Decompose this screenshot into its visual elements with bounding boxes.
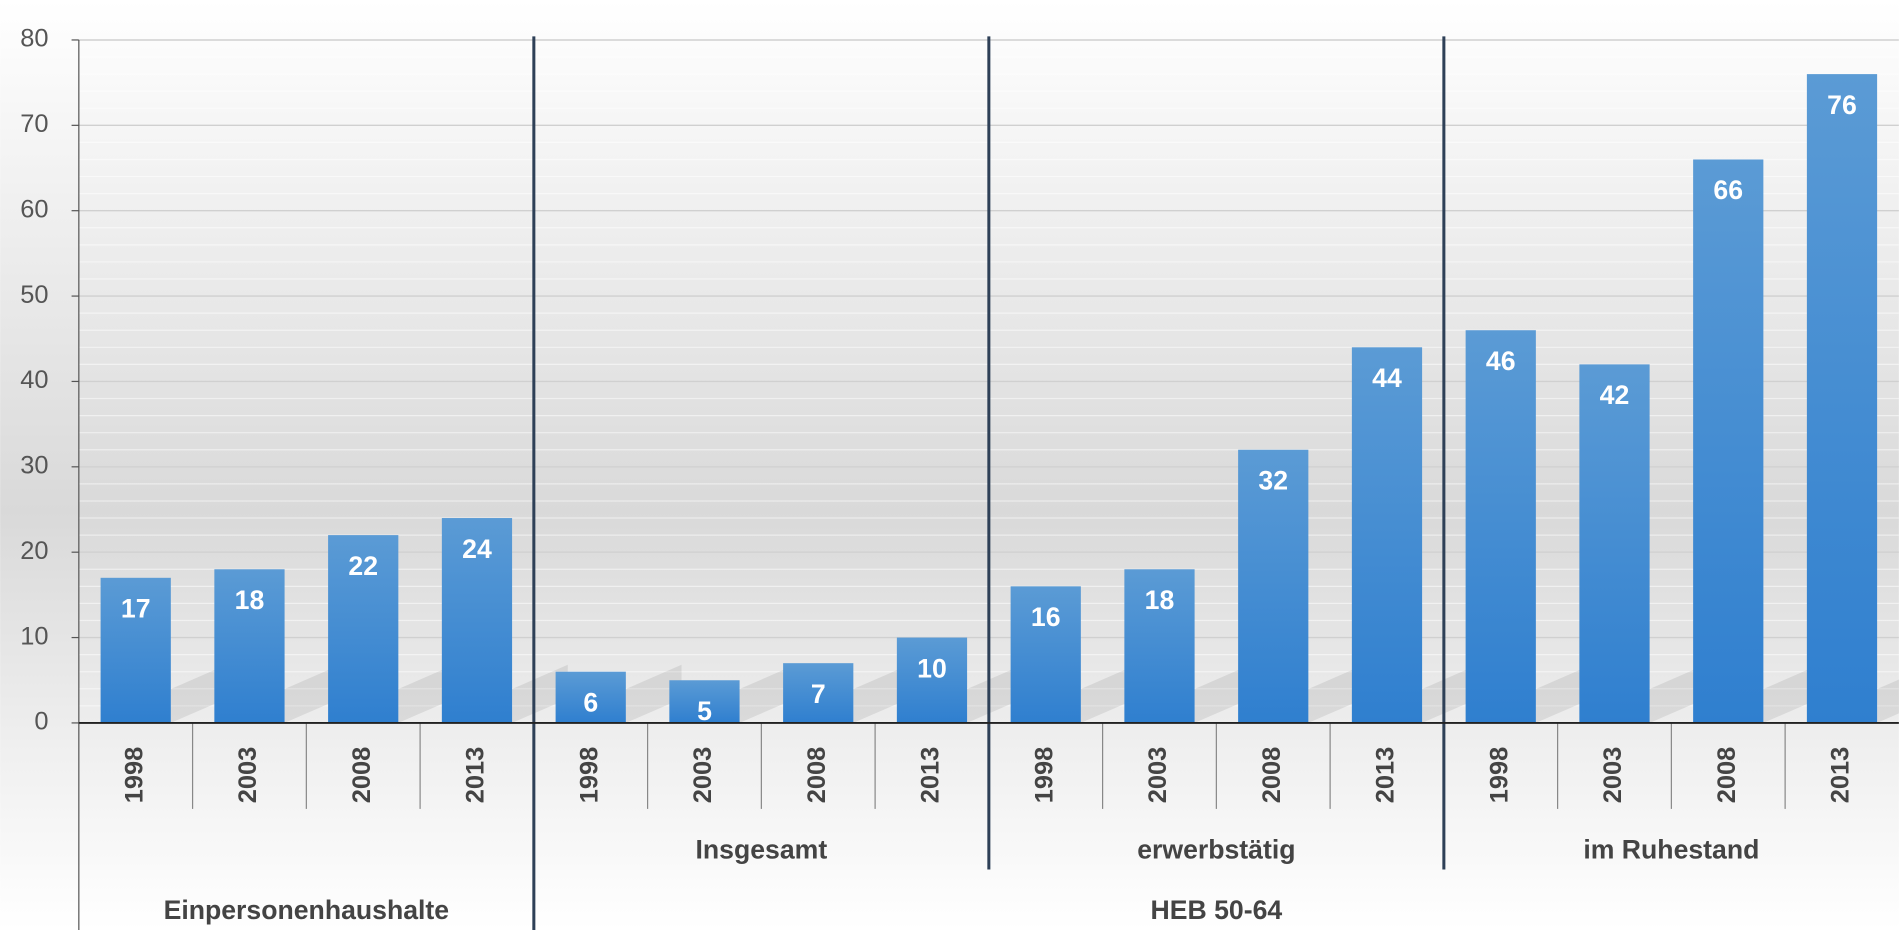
bar <box>100 577 171 723</box>
value-label: 18 <box>235 585 265 615</box>
value-label: 5 <box>697 696 712 726</box>
y-tick-label: 80 <box>20 25 48 53</box>
value-label: 44 <box>1372 363 1402 393</box>
x-tick-label: 2003 <box>1144 747 1172 804</box>
bar <box>214 569 285 723</box>
bar <box>1351 347 1423 723</box>
bar-shadow <box>1535 664 1592 723</box>
bar-shadow <box>1649 664 1706 723</box>
x-tick-label: 2008 <box>348 747 376 804</box>
bar <box>896 637 968 723</box>
value-label: 17 <box>121 594 151 624</box>
value-label: 42 <box>1600 380 1630 410</box>
value-label: 22 <box>348 551 378 581</box>
bar <box>1465 330 1536 723</box>
bar-shadow <box>1194 664 1251 723</box>
bar-shadow <box>1308 664 1365 723</box>
value-label: 16 <box>1031 602 1061 632</box>
y-tick-label: 60 <box>20 195 48 223</box>
value-label: 7 <box>811 679 826 709</box>
bar-shadow <box>967 664 1023 723</box>
value-label: 32 <box>1258 465 1288 495</box>
group-label: HEB 50-64 <box>1151 895 1283 925</box>
value-label: 76 <box>1827 90 1857 120</box>
subgroup-label: erwerbstätig <box>1137 834 1295 864</box>
x-tick-label: 2013 <box>917 747 945 804</box>
x-tick-label: 2013 <box>1827 747 1855 804</box>
x-tick-label: 2008 <box>1258 747 1286 804</box>
y-tick-label: 20 <box>20 537 48 565</box>
value-label: 18 <box>1145 585 1175 615</box>
bar-shadow <box>1877 679 1899 723</box>
bar <box>555 671 626 723</box>
x-tick-label: 2013 <box>1372 747 1400 804</box>
y-tick-label: 10 <box>20 622 48 650</box>
value-label: 6 <box>583 687 598 717</box>
x-tick-label: 1998 <box>120 747 148 804</box>
bar-shadow <box>739 664 796 723</box>
x-tick-label: 2003 <box>689 747 717 804</box>
x-tick-label: 2008 <box>803 747 831 804</box>
y-tick-label: 30 <box>20 452 48 480</box>
x-tick-label: 2008 <box>1713 747 1741 804</box>
bar <box>441 518 513 723</box>
bar-shadow <box>512 664 568 723</box>
value-label: 10 <box>917 653 947 683</box>
value-label: 46 <box>1486 346 1516 376</box>
group-label: Einpersonenhaushalte <box>164 895 450 925</box>
bar <box>669 680 740 723</box>
bar-shadow <box>853 664 910 723</box>
x-tick-label: 1998 <box>1485 747 1513 804</box>
bar-shadow <box>398 664 455 723</box>
value-label: 66 <box>1713 175 1743 205</box>
bar <box>1806 74 1878 723</box>
x-tick-label: 1998 <box>1030 747 1058 804</box>
bar-shadow <box>1422 664 1478 723</box>
y-tick-label: 70 <box>20 110 48 138</box>
bar <box>1124 569 1195 723</box>
bar <box>328 535 399 723</box>
subgroup-label: im Ruhestand <box>1583 834 1759 864</box>
bar <box>1238 449 1309 723</box>
x-tick-label: 2003 <box>1599 747 1627 804</box>
x-tick-label: 2003 <box>234 747 262 804</box>
bar-shadow <box>284 664 341 723</box>
value-label: 24 <box>462 534 492 564</box>
x-tick-label: 1998 <box>575 747 603 804</box>
bar-shadow <box>1080 664 1137 723</box>
bar <box>783 663 854 723</box>
y-tick-label: 0 <box>34 708 48 736</box>
x-tick-label: 2013 <box>462 747 490 804</box>
bar-shadow <box>170 664 227 723</box>
bar-shadow <box>625 664 682 723</box>
y-tick-label: 40 <box>20 366 48 394</box>
subgroup-label: Insgesamt <box>695 834 827 864</box>
bar <box>1010 586 1081 723</box>
y-tick-label: 50 <box>20 281 48 309</box>
bar-shadow <box>1763 664 1820 723</box>
bar <box>1693 159 1764 723</box>
bar <box>1579 364 1650 723</box>
